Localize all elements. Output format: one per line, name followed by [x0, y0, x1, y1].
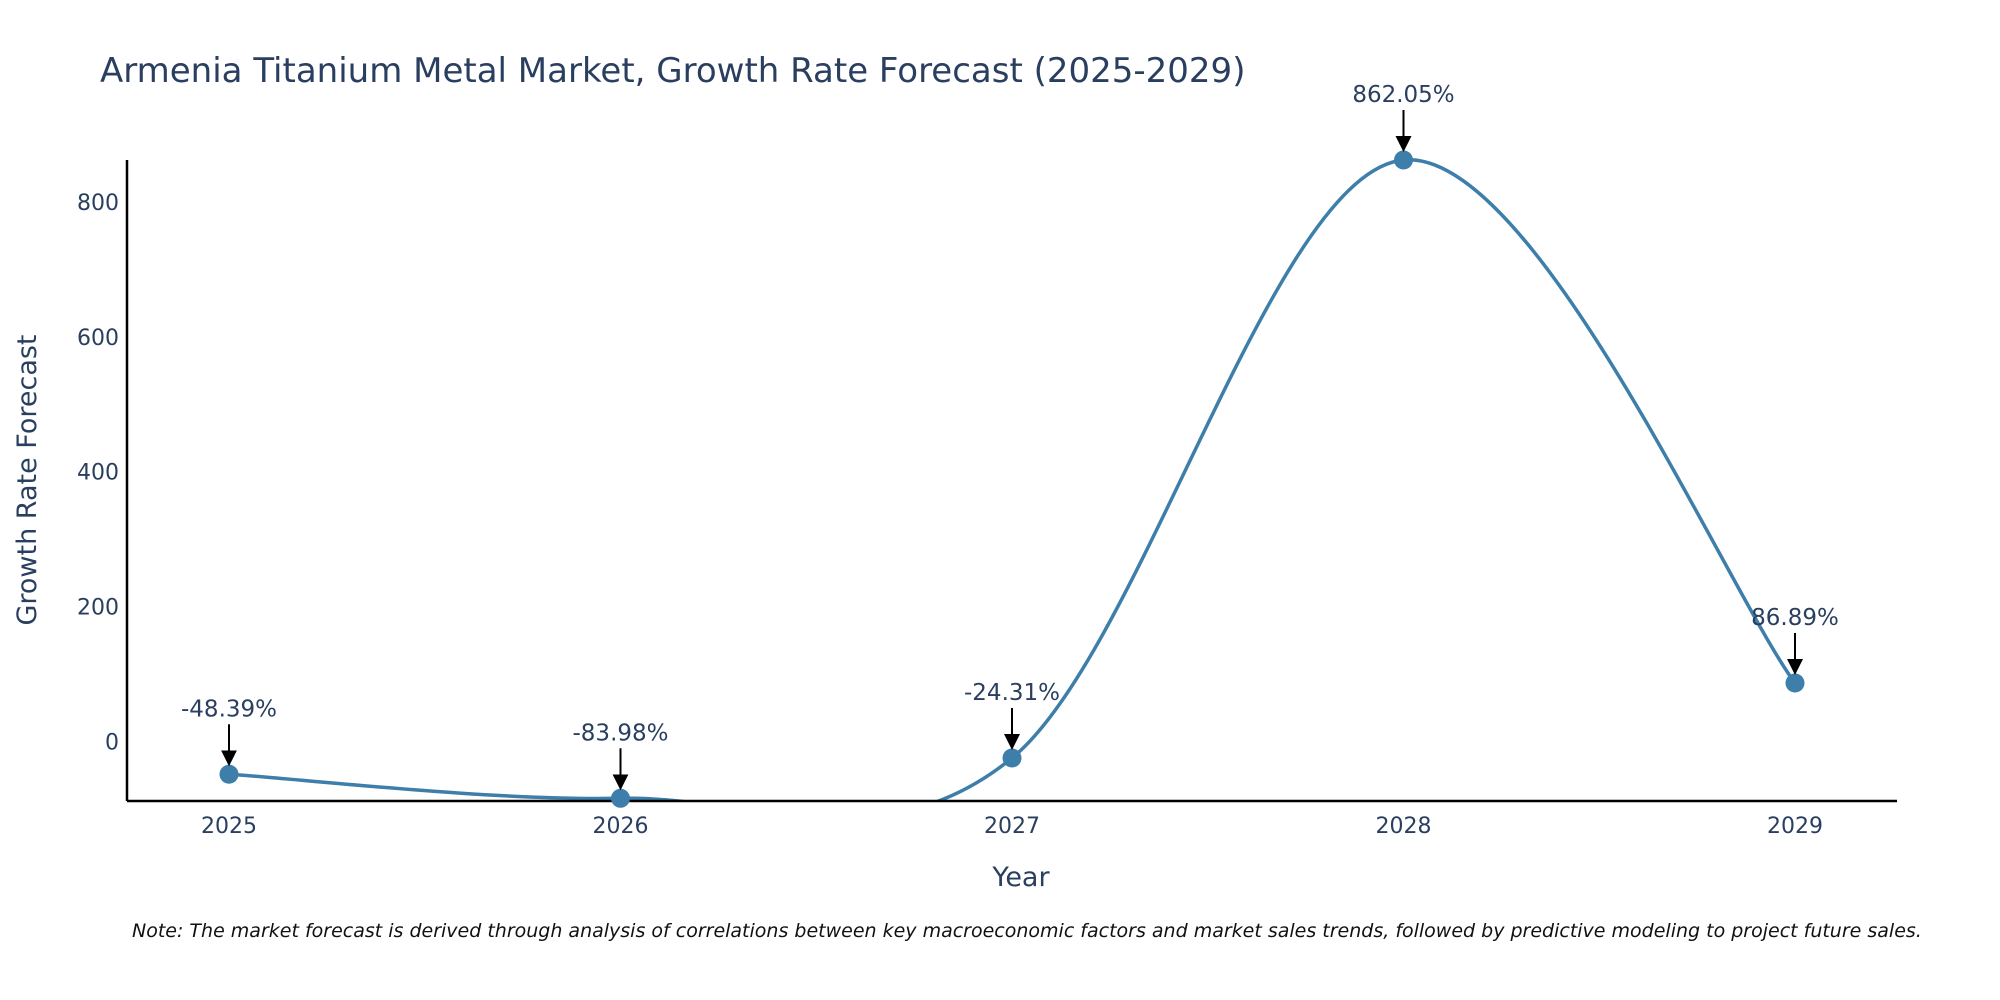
data-point-marker — [1785, 673, 1805, 693]
series-line — [228, 158, 1797, 801]
data-point-marker — [219, 764, 239, 784]
x-tick-label: 2026 — [593, 814, 649, 839]
y-tick-label: 600 — [77, 326, 119, 351]
data-label: -24.31% — [964, 680, 1060, 706]
x-axis-title: Year — [991, 862, 1050, 893]
x-tick-label: 2028 — [1376, 814, 1432, 839]
data-label: -83.98% — [573, 720, 669, 746]
x-tick-label: 2029 — [1767, 814, 1823, 839]
data-label: 862.05% — [1352, 82, 1454, 108]
y-tick-label: 0 — [105, 731, 119, 756]
data-point-marker — [1002, 748, 1022, 768]
y-tick-label: 400 — [77, 461, 119, 486]
y-tick-label: 800 — [77, 191, 119, 216]
chart-title: Armenia Titanium Metal Market, Growth Ra… — [100, 51, 1245, 91]
chart-plot-area: 0 200 400 600 800 2025 2026 2027 2028 2029 -48.39%… — [77, 82, 1897, 839]
data-point-marker — [1394, 150, 1413, 170]
data-label: 86.89% — [1751, 605, 1839, 631]
footnote: Note: The market forecast is derived thr… — [132, 920, 1922, 942]
x-tick-label: 2027 — [984, 814, 1040, 839]
x-tick-label: 2025 — [201, 814, 257, 839]
data-label: -48.39% — [181, 696, 277, 722]
y-axis-title: Growth Rate Forecast — [12, 334, 43, 625]
data-point-marker — [611, 788, 630, 808]
y-tick-label: 200 — [77, 596, 119, 621]
